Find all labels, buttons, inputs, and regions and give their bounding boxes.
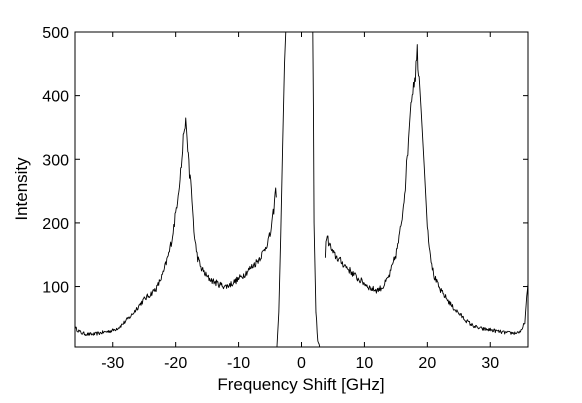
series-line-segment-1 (75, 117, 277, 336)
ticks-layer: -30 -20 -10 0 10 20 30 100 200 300 400 500 (42, 25, 528, 372)
y-axis-label: Intensity (12, 157, 31, 221)
x-tick-label: 0 (297, 355, 306, 372)
x-tick-label: -30 (101, 355, 124, 372)
plot-frame (74, 31, 529, 348)
y-tick-label: 400 (42, 89, 69, 106)
y-tick-label: 200 (42, 216, 69, 233)
y-tick-label: 500 (42, 25, 69, 42)
x-tick-label: 10 (356, 355, 374, 372)
series-line-segment-4 (324, 44, 528, 335)
series-line-segment-2 (276, 32, 287, 347)
data-layer (75, 32, 528, 347)
x-axis-label: Frequency Shift [GHz] (217, 375, 384, 394)
x-tick-label: 30 (481, 355, 499, 372)
x-tick-label: 20 (418, 355, 436, 372)
y-tick-label: 300 (42, 152, 69, 169)
x-tick-label: -10 (227, 355, 250, 372)
y-tick-label: 100 (42, 280, 69, 297)
x-tick-label: -20 (164, 355, 187, 372)
series-line-segment-3 (312, 32, 321, 347)
